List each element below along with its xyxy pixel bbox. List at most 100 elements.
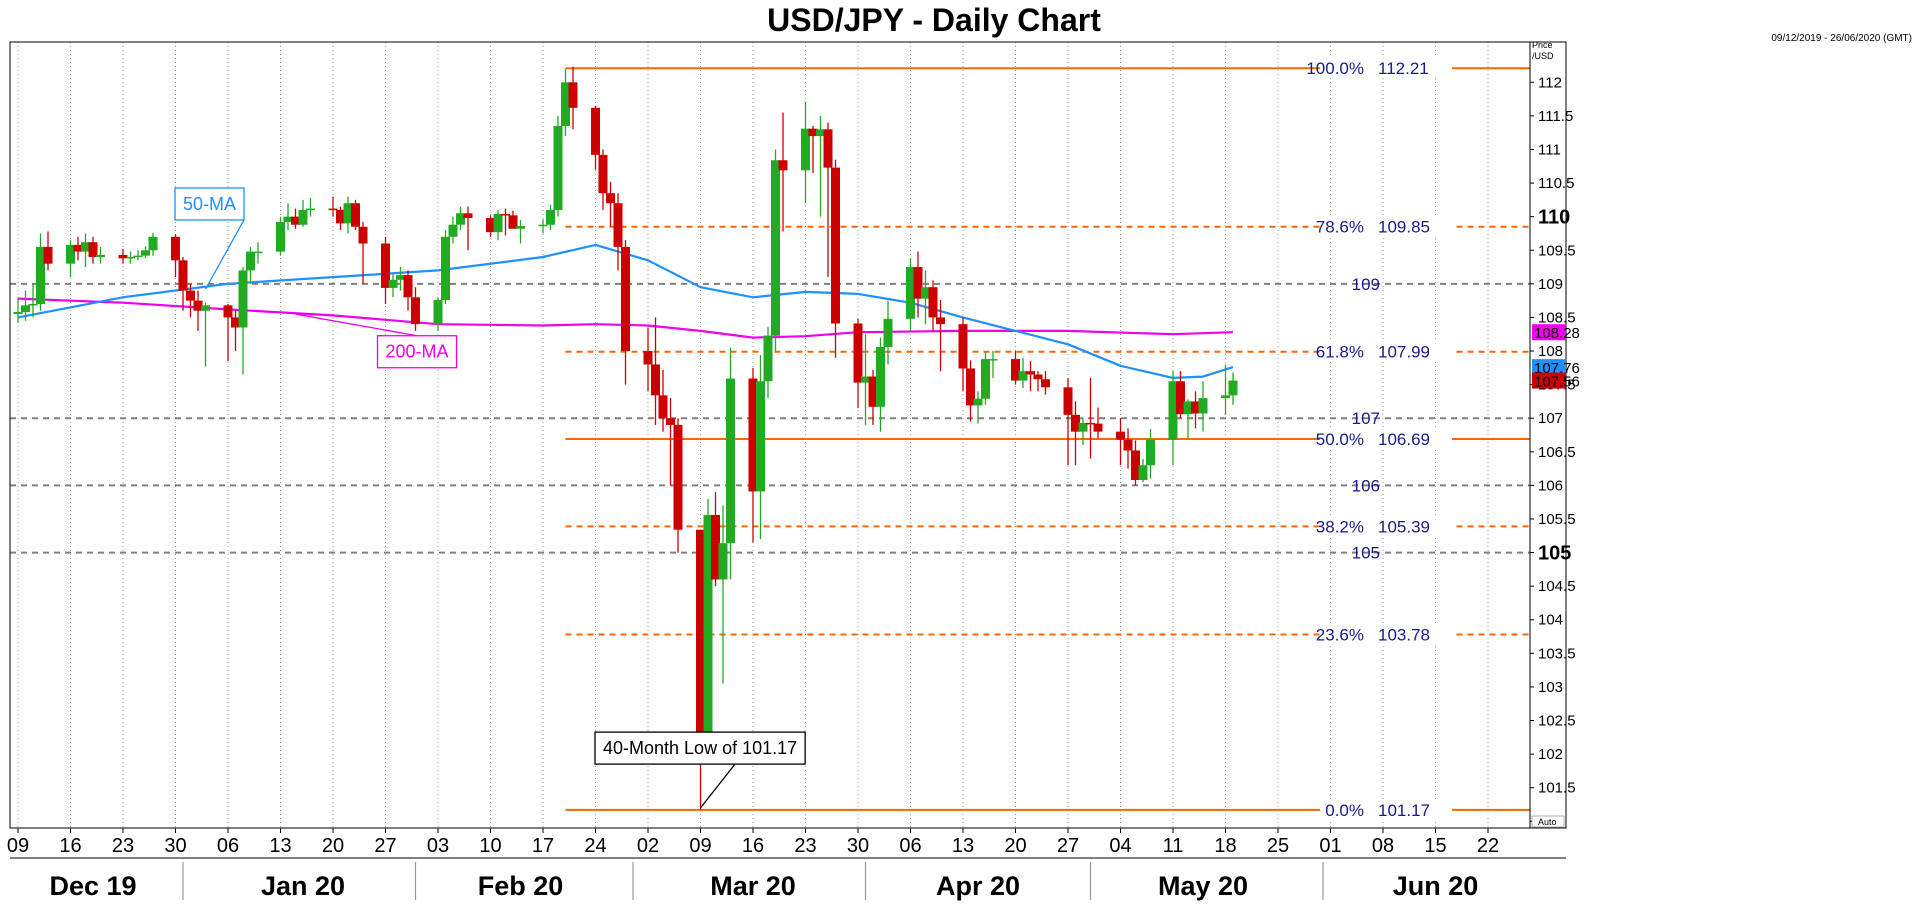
candle-body — [388, 279, 398, 288]
candle — [486, 215, 495, 237]
candle — [148, 232, 158, 256]
auto-scale-box — [1531, 815, 1565, 828]
candle — [756, 355, 765, 540]
candle-body — [88, 242, 98, 257]
price-tick-label: 108 — [1538, 343, 1563, 360]
candle-body — [81, 242, 90, 252]
candle-body — [546, 209, 555, 225]
candle-body — [1011, 359, 1020, 381]
candle — [141, 246, 150, 259]
date-tick-label: 03 — [427, 835, 449, 857]
candle — [831, 159, 840, 358]
date-tick-label: 13 — [269, 835, 291, 857]
fib-label-bg — [1320, 341, 1452, 361]
candle-body — [658, 395, 668, 419]
candle — [508, 210, 518, 229]
price-tick-label: 110 — [1538, 207, 1570, 229]
candle-body — [403, 275, 413, 298]
candle-body — [13, 312, 23, 315]
date-tick-label: 09 — [7, 835, 29, 857]
price-axis-label: Price — [1532, 40, 1553, 50]
candle-body — [171, 236, 180, 261]
price-tick-label: 103.5 — [1538, 645, 1576, 662]
date-tick-label: 27 — [374, 835, 396, 857]
candle — [1093, 407, 1103, 439]
candle — [651, 317, 660, 425]
candle-body — [591, 107, 600, 155]
candle-body — [1071, 414, 1080, 432]
candle-body — [921, 287, 930, 299]
candle-body — [118, 254, 128, 259]
candle-body — [493, 213, 503, 233]
candle — [1041, 371, 1050, 395]
candle — [1078, 418, 1088, 446]
price-tick-label: 107 — [1538, 410, 1563, 427]
month-label: May 20 — [1158, 871, 1248, 901]
date-tick-label: 04 — [1109, 835, 1131, 857]
date-axis: 09 16 23 30 06 13 20 27 03 10 17 24 02 09 16 23 30 06 13 20… — [7, 828, 1499, 901]
candle-body — [441, 236, 450, 300]
candle — [351, 199, 360, 231]
candle-body — [981, 359, 990, 399]
candle — [388, 273, 398, 298]
fib-label-bg — [1320, 58, 1452, 78]
candle — [223, 304, 233, 362]
candle — [1198, 381, 1208, 432]
date-tick-label: 02 — [637, 835, 659, 857]
candle — [921, 270, 930, 325]
candle — [43, 231, 53, 271]
candle-body — [958, 324, 968, 369]
candle-body — [1131, 450, 1140, 481]
candle-body — [306, 208, 315, 211]
plot-frame — [9, 41, 1567, 859]
candle-body — [913, 267, 923, 299]
price-tick-label: 106.5 — [1538, 444, 1576, 461]
candle — [936, 299, 945, 372]
candle-body — [238, 270, 248, 328]
fib-value-label: 107.99 — [1378, 343, 1430, 362]
support-label: 106 — [1352, 476, 1380, 495]
candle — [381, 236, 390, 304]
candle-body — [1191, 401, 1200, 414]
price-tick-label: 102 — [1538, 746, 1563, 763]
candle-body — [988, 359, 998, 361]
candle — [816, 115, 825, 217]
date-tick-label: 13 — [952, 835, 974, 857]
candle — [801, 101, 810, 204]
candle-body — [1123, 439, 1133, 451]
candle — [328, 196, 338, 217]
candle-body — [801, 128, 810, 171]
date-tick-label: 25 — [1267, 835, 1289, 857]
ma50-callout-text: 50-MA — [183, 194, 236, 214]
month-label: Dec 19 — [49, 871, 136, 901]
price-tag-box — [1532, 372, 1566, 389]
candle — [253, 242, 263, 264]
candle-body — [1116, 431, 1125, 440]
candle — [853, 318, 863, 409]
ma200-callout-box — [376, 335, 458, 369]
candle — [1011, 351, 1020, 385]
candle — [238, 267, 248, 375]
candle — [861, 334, 870, 425]
date-tick-label: 22 — [1477, 835, 1499, 857]
price-axis: Price/USD101101.5102102.5103103.5104104.… — [1530, 40, 1580, 830]
candle — [186, 283, 195, 318]
candle — [1228, 372, 1238, 405]
candle-body — [246, 251, 255, 271]
candle-body — [763, 335, 773, 382]
candle-body — [501, 213, 510, 216]
candle — [958, 317, 968, 392]
candle-body — [328, 208, 338, 211]
candle-body — [231, 317, 240, 328]
candle-body — [433, 299, 443, 325]
candle — [433, 297, 443, 331]
candle-body — [186, 290, 195, 301]
candle — [493, 209, 503, 241]
candle-body — [718, 543, 728, 580]
candle-body — [178, 260, 188, 291]
candle-body — [861, 376, 870, 383]
candle — [178, 256, 188, 311]
fib-percent-label: 78.6% — [1316, 218, 1364, 237]
candle-body — [43, 246, 53, 264]
candle — [81, 233, 90, 268]
